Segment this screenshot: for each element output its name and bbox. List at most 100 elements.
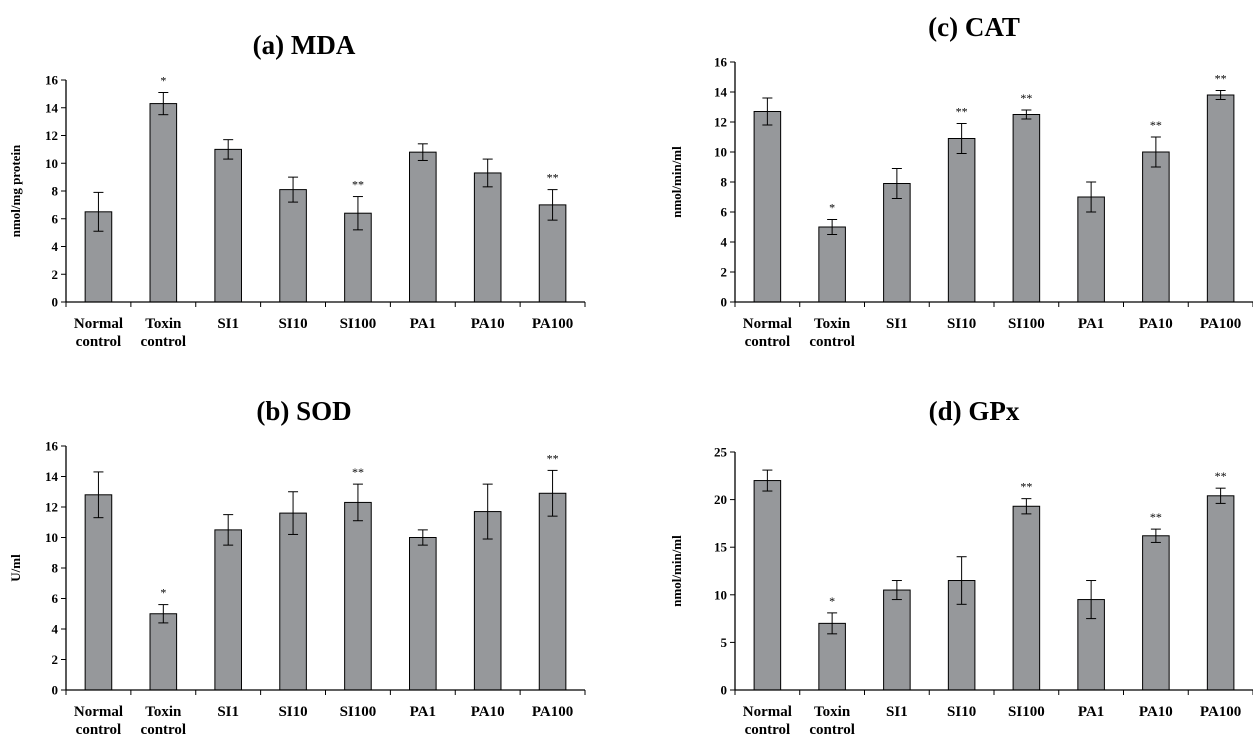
bar	[149, 103, 178, 303]
y-axis-label: U/ml	[8, 554, 23, 582]
x-tick-label: SI1	[886, 704, 908, 720]
x-tick-label: SI10	[947, 704, 976, 720]
x-tick-label: PA100	[532, 316, 573, 332]
x-tick-label: Normal	[74, 704, 123, 720]
chart-title: (b) SOD	[256, 396, 351, 426]
x-tick-label: PA100	[1200, 316, 1241, 332]
significance-marker: **	[1020, 91, 1032, 105]
bar	[753, 480, 782, 691]
bar	[538, 492, 567, 691]
y-tick-label: 0	[52, 295, 59, 310]
bar	[84, 494, 113, 691]
x-tick-label: Normal	[74, 316, 123, 332]
bar	[818, 226, 846, 303]
y-tick-label: 0	[721, 683, 728, 698]
y-tick-label: 25	[714, 445, 728, 460]
bar	[409, 537, 437, 691]
x-tick-label: control	[809, 722, 855, 738]
y-tick-label: 12	[45, 128, 58, 143]
x-tick-label: Toxin	[145, 316, 182, 332]
y-axis-label: nmol/min/ml	[669, 535, 684, 607]
x-tick-label: PA10	[471, 704, 505, 720]
y-tick-label: 2	[721, 265, 728, 280]
x-tick-label: PA100	[532, 704, 573, 720]
bar	[1206, 94, 1235, 303]
y-tick-label: 16	[45, 439, 59, 454]
bar	[279, 189, 307, 303]
y-tick-label: 4	[52, 622, 59, 637]
chart-panel-2: (c) CAT nmol/min/ml Normal control * Toxin con…	[669, 12, 1253, 350]
x-tick-label: PA1	[1078, 316, 1104, 332]
significance-marker: **	[547, 171, 559, 185]
chart-title: (c) CAT	[928, 12, 1020, 42]
y-tick-label: 10	[45, 530, 58, 545]
chart-title: (a) MDA	[253, 30, 356, 60]
x-tick-label: control	[76, 722, 122, 738]
y-tick-label: 14	[45, 469, 59, 484]
bar	[1142, 535, 1170, 691]
x-tick-label: PA10	[471, 316, 505, 332]
x-tick-label: control	[141, 334, 187, 350]
x-tick-label: SI10	[278, 704, 307, 720]
bar	[818, 622, 846, 691]
x-tick-label: SI100	[340, 704, 377, 720]
x-tick-label: control	[76, 334, 122, 350]
x-tick-label: PA10	[1139, 316, 1173, 332]
significance-marker: **	[1150, 510, 1162, 524]
x-tick-label: PA1	[1078, 704, 1104, 720]
y-tick-label: 0	[52, 683, 59, 698]
y-tick-label: 15	[714, 540, 728, 555]
y-tick-label: 4	[52, 239, 59, 254]
bar	[1206, 495, 1235, 691]
x-tick-label: SI100	[1008, 704, 1045, 720]
x-tick-label: Toxin	[145, 704, 182, 720]
x-tick-label: PA100	[1200, 704, 1241, 720]
x-tick-label: control	[745, 722, 791, 738]
significance-marker: **	[1020, 480, 1032, 494]
chart-panel-4: (d) GPx nmol/min/ml Normal control * Toxin con…	[669, 396, 1253, 738]
y-tick-label: 10	[714, 145, 727, 160]
bar	[409, 151, 437, 303]
bar	[344, 501, 372, 691]
y-tick-label: 0	[721, 295, 728, 310]
y-tick-label: 8	[52, 561, 59, 576]
bar	[947, 138, 976, 303]
y-tick-label: 12	[714, 115, 727, 130]
y-tick-label: 6	[721, 205, 728, 220]
y-axis-label: nmol/min/ml	[669, 146, 684, 218]
significance-marker: **	[352, 178, 364, 192]
significance-marker: *	[829, 594, 835, 608]
significance-marker: **	[956, 105, 968, 119]
y-tick-label: 8	[721, 175, 728, 190]
y-tick-label: 2	[52, 652, 59, 667]
y-tick-label: 10	[45, 156, 58, 171]
x-tick-label: Toxin	[814, 704, 851, 720]
x-tick-label: SI100	[340, 316, 377, 332]
x-tick-label: PA1	[410, 316, 436, 332]
y-tick-label: 10	[714, 587, 727, 602]
x-tick-label: PA1	[410, 704, 436, 720]
y-tick-label: 16	[45, 73, 59, 88]
x-tick-label: SI10	[278, 316, 307, 332]
y-tick-label: 14	[45, 100, 59, 115]
x-tick-label: Normal	[743, 704, 792, 720]
bar	[883, 589, 911, 691]
x-tick-label: control	[141, 722, 187, 738]
bar	[1077, 196, 1105, 303]
y-tick-label: 14	[714, 85, 728, 100]
x-tick-label: SI100	[1008, 316, 1045, 332]
y-tick-label: 6	[52, 211, 59, 226]
x-tick-label: SI1	[886, 316, 908, 332]
y-tick-label: 8	[52, 184, 59, 199]
bar	[149, 613, 178, 691]
y-tick-label: 6	[52, 591, 59, 606]
x-tick-label: PA10	[1139, 704, 1173, 720]
x-tick-label: SI1	[217, 704, 239, 720]
bar	[279, 512, 307, 691]
bar	[753, 111, 782, 303]
bar	[1012, 505, 1041, 691]
bar	[214, 148, 242, 303]
bar	[1012, 114, 1041, 303]
significance-marker: **	[1150, 118, 1162, 132]
